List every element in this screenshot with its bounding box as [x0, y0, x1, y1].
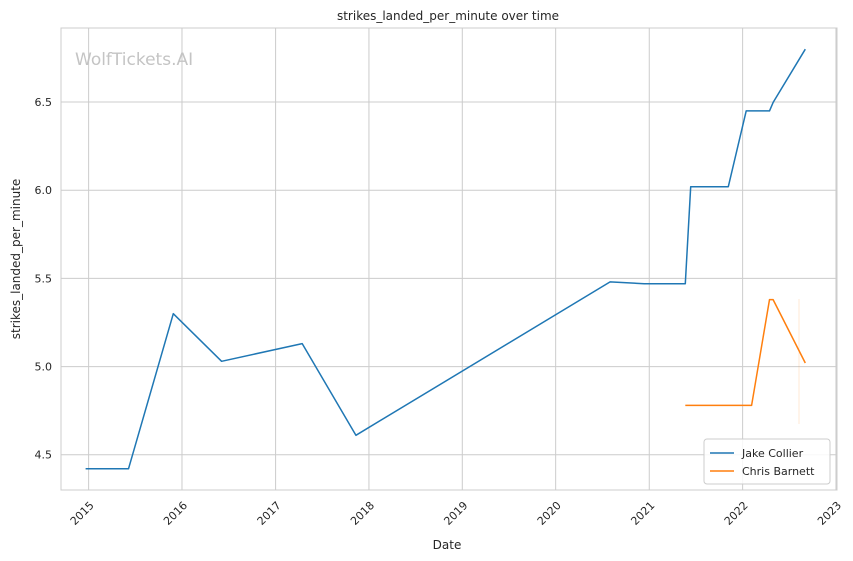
y-tick-label-4.5: 4.5: [35, 449, 53, 462]
series-layer: [85, 48, 806, 470]
y-tick-label-6.5: 6.5: [35, 96, 53, 109]
plot-area: [61, 28, 837, 490]
legend-label-chris-barnett: Chris Barnett: [742, 465, 815, 478]
plot-frame: [60, 27, 838, 491]
y-tick-label-5.5: 5.5: [35, 272, 53, 285]
y-axis-title: strikes_landed_per_minute: [9, 179, 23, 340]
x-axis-title: Date: [433, 538, 462, 552]
watermark: WolfTickets.AI: [75, 50, 193, 70]
legend-box: [703, 438, 831, 485]
chart-title: strikes_landed_per_minute over time: [337, 9, 559, 23]
y-tick-label-6.0: 6.0: [35, 184, 53, 197]
legend: Jake Collier Chris Barnett: [703, 438, 831, 485]
series-line-jake-collier: [85, 48, 806, 470]
series-line-chris-barnett: [685, 298, 806, 407]
y-tick-label-5.0: 5.0: [35, 361, 53, 374]
legend-label-jake-collier: Jake Collier: [741, 447, 804, 460]
y-axis: 4.5 5.0 5.5 6.0 6.5: [35, 96, 53, 462]
